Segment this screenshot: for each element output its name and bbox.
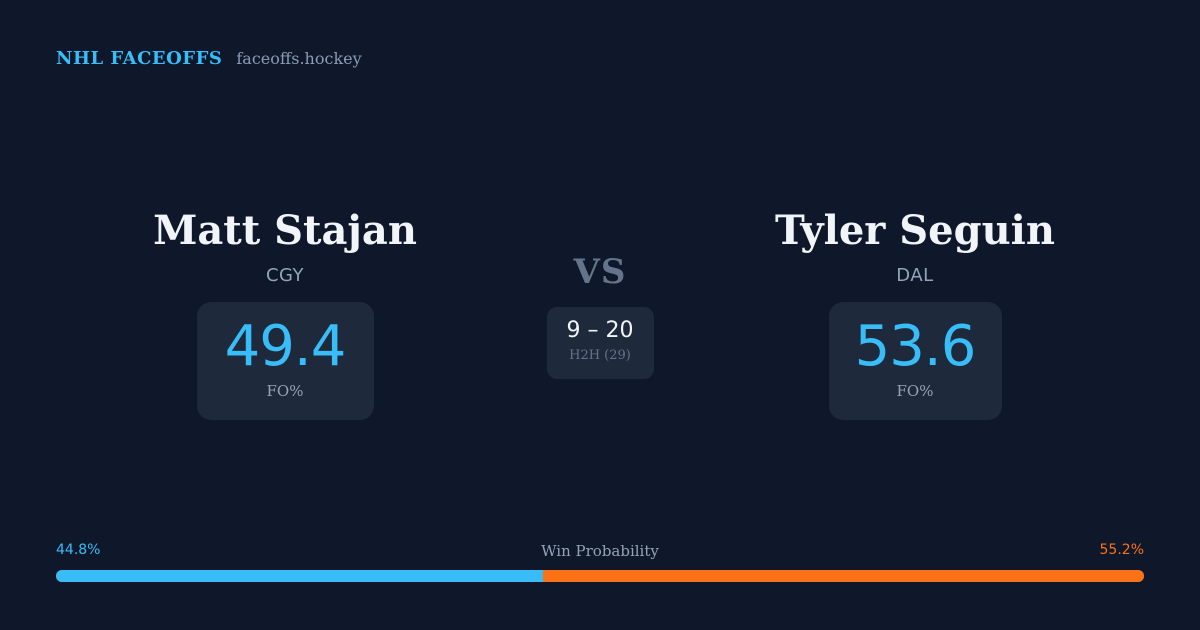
player-right-team: DAL bbox=[896, 265, 934, 286]
head-to-head-label: H2H (29) bbox=[569, 348, 631, 363]
brand-site: faceoffs.hockey bbox=[236, 49, 362, 68]
player-right: Tyler Seguin DAL 53.6 FO% bbox=[715, 205, 1115, 420]
win-probability-labels: 44.8% Win Probability 55.2% bbox=[56, 542, 1144, 562]
win-probability-title: Win Probability bbox=[541, 542, 659, 560]
brand-header: NHL FACEOFFS faceoffs.hockey bbox=[56, 48, 362, 69]
win-probability-right-value: 55.2% bbox=[1099, 542, 1144, 558]
player-left: Matt Stajan CGY 49.4 FO% bbox=[85, 205, 485, 420]
win-probability-bar bbox=[56, 570, 1144, 582]
win-probability-bar-left bbox=[56, 570, 544, 582]
brand-name: NHL FACEOFFS bbox=[56, 48, 223, 69]
win-probability-left-value: 44.8% bbox=[56, 542, 101, 558]
head-to-head-card: 9 – 20 H2H (29) bbox=[546, 307, 654, 379]
player-left-fo-label: FO% bbox=[266, 382, 304, 400]
player-left-fo-value: 49.4 bbox=[224, 314, 347, 379]
player-right-fo-value: 53.6 bbox=[854, 314, 977, 379]
player-right-fo-label: FO% bbox=[896, 382, 934, 400]
win-probability-bar-right bbox=[543, 570, 1144, 582]
player-left-team: CGY bbox=[265, 265, 305, 286]
player-right-name: Tyler Seguin bbox=[775, 207, 1055, 254]
head-to-head-score: 9 – 20 bbox=[566, 318, 634, 343]
vs-label: VS bbox=[573, 252, 627, 292]
player-left-name: Matt Stajan bbox=[153, 207, 417, 254]
player-right-fo-card: 53.6 FO% bbox=[828, 302, 1002, 420]
versus-block: VS 9 – 20 H2H (29) bbox=[520, 252, 680, 379]
player-left-fo-card: 49.4 FO% bbox=[196, 302, 374, 420]
